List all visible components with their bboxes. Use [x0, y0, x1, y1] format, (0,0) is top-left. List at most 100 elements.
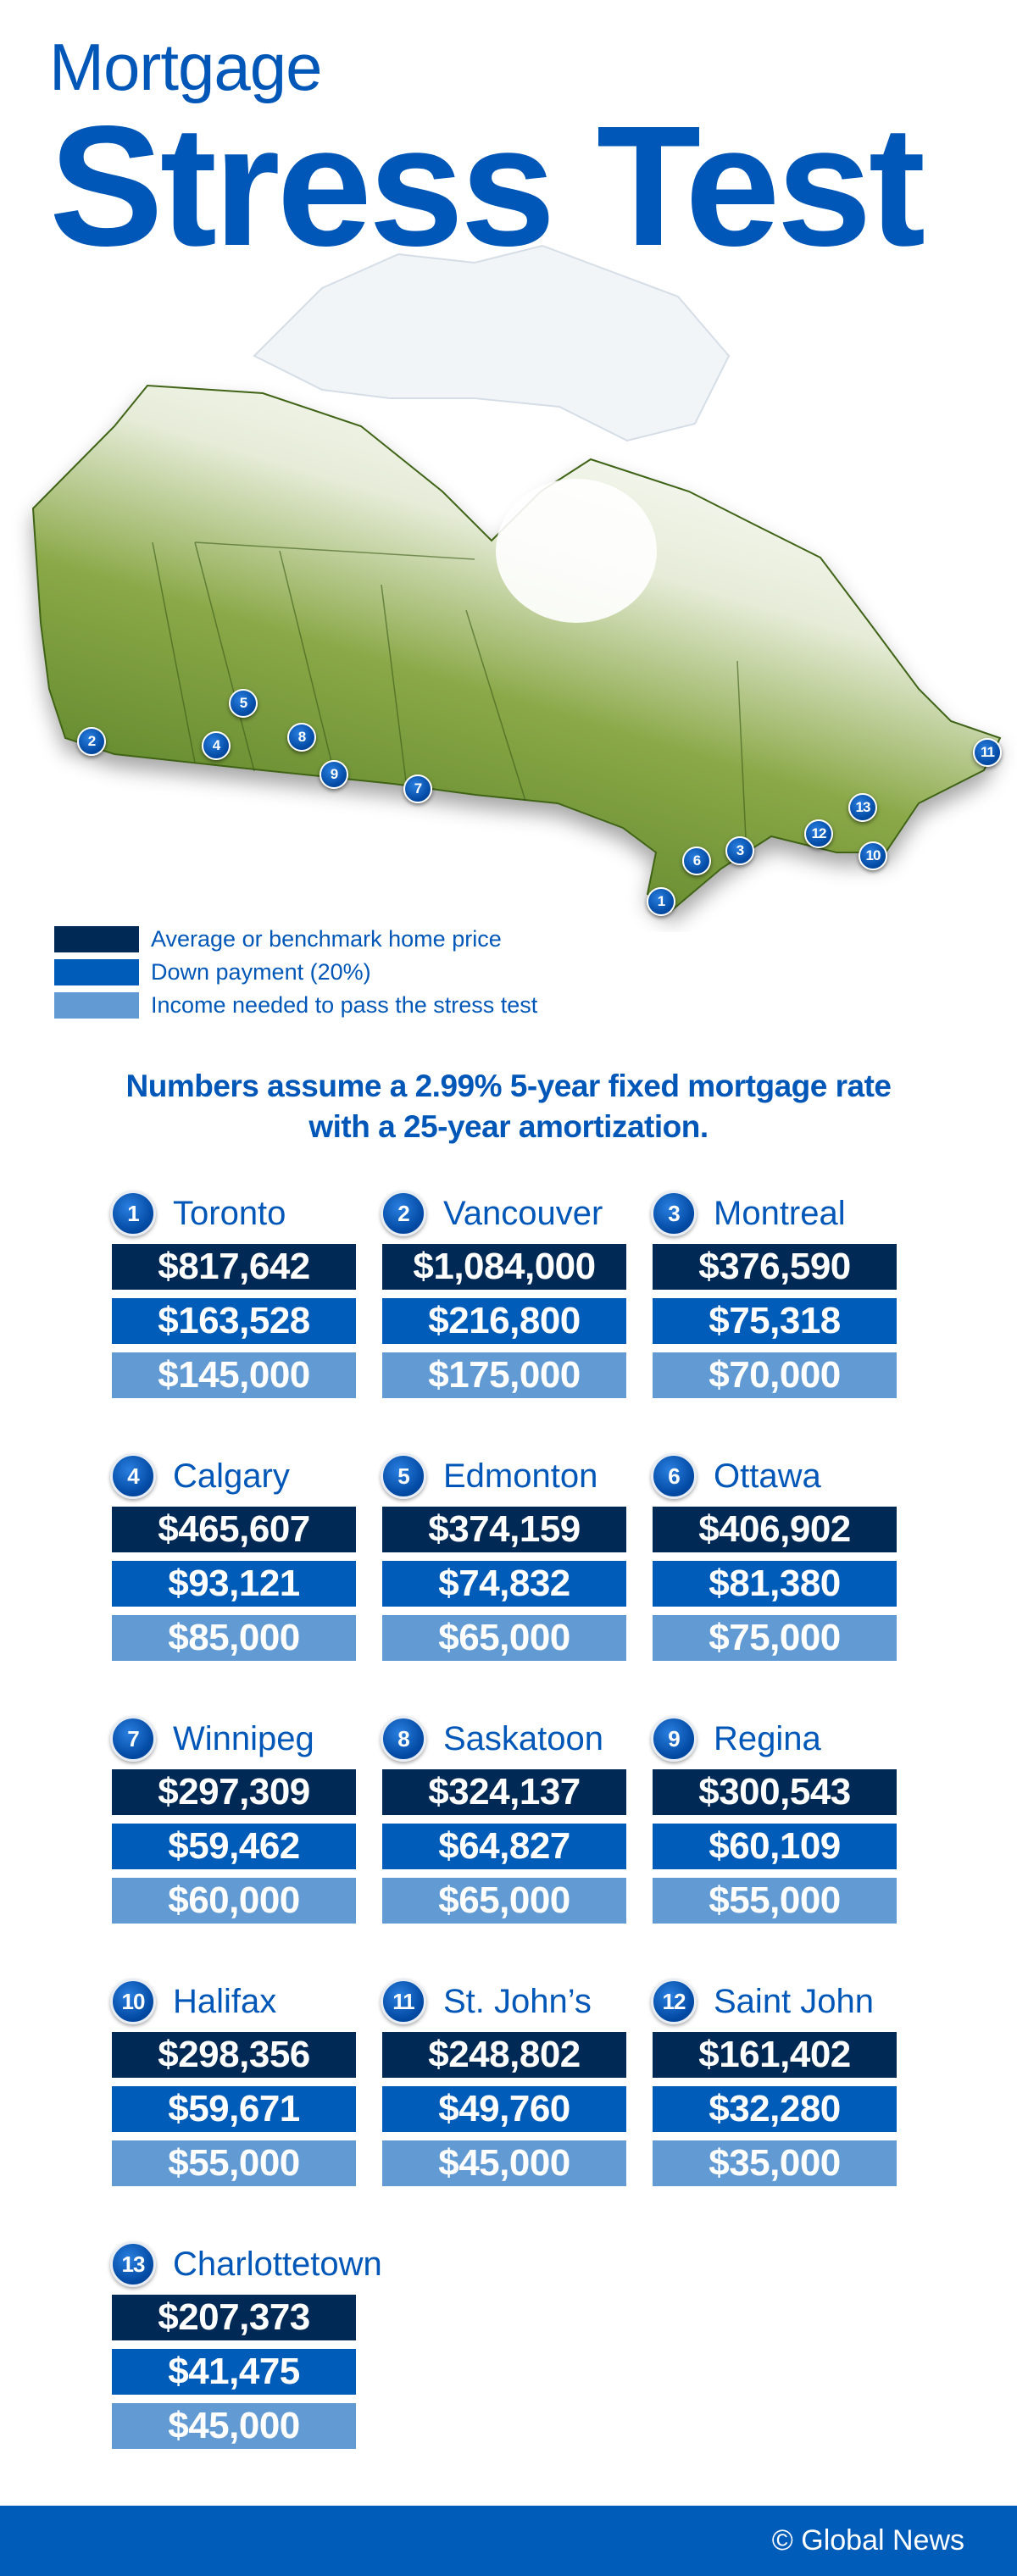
down-payment-bar: $216,800: [382, 1298, 626, 1344]
rank-badge: 3: [651, 1191, 697, 1236]
city-card: 6 Ottawa $406,902 $81,380 $75,000: [651, 1453, 897, 1661]
city-name: Ottawa: [714, 1457, 821, 1495]
legend-item: Average or benchmark home price: [54, 926, 502, 952]
city-name: Winnipeg: [173, 1719, 314, 1757]
canada-map-graphic: [31, 244, 1002, 912]
city-header: 13 Charlottetown: [110, 2241, 382, 2287]
home-price-bar: $1,084,000: [382, 1244, 626, 1290]
assumption-note-line2: with a 25-year amortization.: [308, 1109, 709, 1144]
city-name: Calgary: [173, 1457, 290, 1495]
down-payment-bar: $59,671: [112, 2086, 356, 2132]
rank-badge: 4: [110, 1453, 156, 1499]
city-card: 4 Calgary $465,607 $93,121 $85,000: [110, 1453, 356, 1661]
home-price-bar: $817,642: [112, 1244, 356, 1290]
income-needed-bar: $65,000: [382, 1878, 626, 1924]
city-header: 10 Halifax: [110, 1979, 356, 2024]
home-price-bar: $298,356: [112, 2032, 356, 2078]
footer-bar: © Global News: [0, 2506, 1017, 2576]
rank-badge: 2: [381, 1191, 426, 1236]
city-header: 5 Edmonton: [381, 1453, 626, 1499]
income-needed-bar: $55,000: [653, 1878, 897, 1924]
map-marker-9: 9: [320, 760, 348, 789]
rank-badge: 11: [381, 1979, 426, 2024]
map-marker-6: 6: [682, 847, 711, 875]
income-needed-bar: $45,000: [112, 2403, 356, 2449]
income-needed-bar: $65,000: [382, 1615, 626, 1661]
rank-badge: 12: [651, 1979, 697, 2024]
home-price-bar: $161,402: [653, 2032, 897, 2078]
income-needed-bar: $55,000: [112, 2140, 356, 2186]
city-header: 8 Saskatoon: [381, 1716, 626, 1762]
map-marker-8: 8: [287, 723, 316, 752]
canada-mainland: [31, 384, 1002, 912]
down-payment-bar: $60,109: [653, 1824, 897, 1869]
city-card: 2 Vancouver $1,084,000 $216,800 $175,000: [381, 1191, 626, 1398]
legend-label: Income needed to pass the stress test: [151, 992, 538, 1018]
home-price-bar: $300,543: [653, 1769, 897, 1815]
rank-badge: 1: [110, 1191, 156, 1236]
home-price-bar: $207,373: [112, 2295, 356, 2340]
down-payment-bar: $59,462: [112, 1824, 356, 1869]
canada-map: [0, 237, 1017, 936]
city-name: Saint John: [714, 1982, 875, 2020]
city-name: St. John’s: [443, 1982, 592, 2020]
city-card: 11 St. John’s $248,802 $49,760 $45,000: [381, 1979, 626, 2186]
city-card: 9 Regina $300,543 $60,109 $55,000: [651, 1716, 897, 1924]
legend-label: Down payment (20%): [151, 959, 371, 985]
title-mortgage: Mortgage: [49, 30, 323, 104]
down-payment-bar: $81,380: [653, 1561, 897, 1607]
down-payment-bar: $41,475: [112, 2349, 356, 2395]
rank-badge: 10: [110, 1979, 156, 2024]
income-needed-bar: $75,000: [653, 1615, 897, 1661]
home-price-bar: $465,607: [112, 1507, 356, 1552]
home-price-bar: $406,902: [653, 1507, 897, 1552]
income-needed-bar: $85,000: [112, 1615, 356, 1661]
city-card: 8 Saskatoon $324,137 $64,827 $65,000: [381, 1716, 626, 1924]
legend-item: Income needed to pass the stress test: [54, 992, 537, 1019]
map-marker-7: 7: [403, 774, 432, 803]
home-price-bar: $248,802: [382, 2032, 626, 2078]
down-payment-bar: $49,760: [382, 2086, 626, 2132]
legend-swatch: [54, 926, 139, 952]
city-header: 6 Ottawa: [651, 1453, 897, 1499]
arctic-islands: [253, 244, 731, 442]
city-name: Charlottetown: [173, 2245, 382, 2283]
income-needed-bar: $70,000: [653, 1352, 897, 1398]
city-header: 1 Toronto: [110, 1191, 356, 1236]
legend-swatch: [54, 992, 139, 1019]
city-card: 3 Montreal $376,590 $75,318 $70,000: [651, 1191, 897, 1398]
home-price-bar: $324,137: [382, 1769, 626, 1815]
rank-badge: 13: [110, 2241, 156, 2287]
map-marker-4: 4: [202, 731, 231, 760]
city-name: Saskatoon: [443, 1719, 604, 1757]
down-payment-bar: $93,121: [112, 1561, 356, 1607]
down-payment-bar: $64,827: [382, 1824, 626, 1869]
rank-badge: 8: [381, 1716, 426, 1762]
down-payment-bar: $163,528: [112, 1298, 356, 1344]
city-header: 11 St. John’s: [381, 1979, 626, 2024]
city-header: 2 Vancouver: [381, 1191, 626, 1236]
city-name: Edmonton: [443, 1457, 598, 1495]
city-card: 1 Toronto $817,642 $163,528 $145,000: [110, 1191, 356, 1398]
map-marker-11: 11: [973, 738, 1002, 767]
city-card: 5 Edmonton $374,159 $74,832 $65,000: [381, 1453, 626, 1661]
footer-credit: © Global News: [771, 2524, 964, 2557]
city-card: 10 Halifax $298,356 $59,671 $55,000: [110, 1979, 356, 2186]
income-needed-bar: $175,000: [382, 1352, 626, 1398]
title-stress-test: Stress Test: [49, 90, 925, 281]
city-name: Regina: [714, 1719, 821, 1757]
legend-swatch: [54, 959, 139, 985]
map-marker-12: 12: [804, 819, 833, 848]
city-header: 4 Calgary: [110, 1453, 356, 1499]
rank-badge: 9: [651, 1716, 697, 1762]
home-price-bar: $376,590: [653, 1244, 897, 1290]
rank-badge: 7: [110, 1716, 156, 1762]
map-marker-10: 10: [859, 841, 887, 870]
hudson-bay: [496, 479, 657, 623]
income-needed-bar: $145,000: [112, 1352, 356, 1398]
income-needed-bar: $60,000: [112, 1878, 356, 1924]
city-card: 7 Winnipeg $297,309 $59,462 $60,000: [110, 1716, 356, 1924]
province-borders: [152, 541, 747, 840]
city-name: Montreal: [714, 1194, 846, 1232]
map-marker-3: 3: [725, 836, 754, 865]
